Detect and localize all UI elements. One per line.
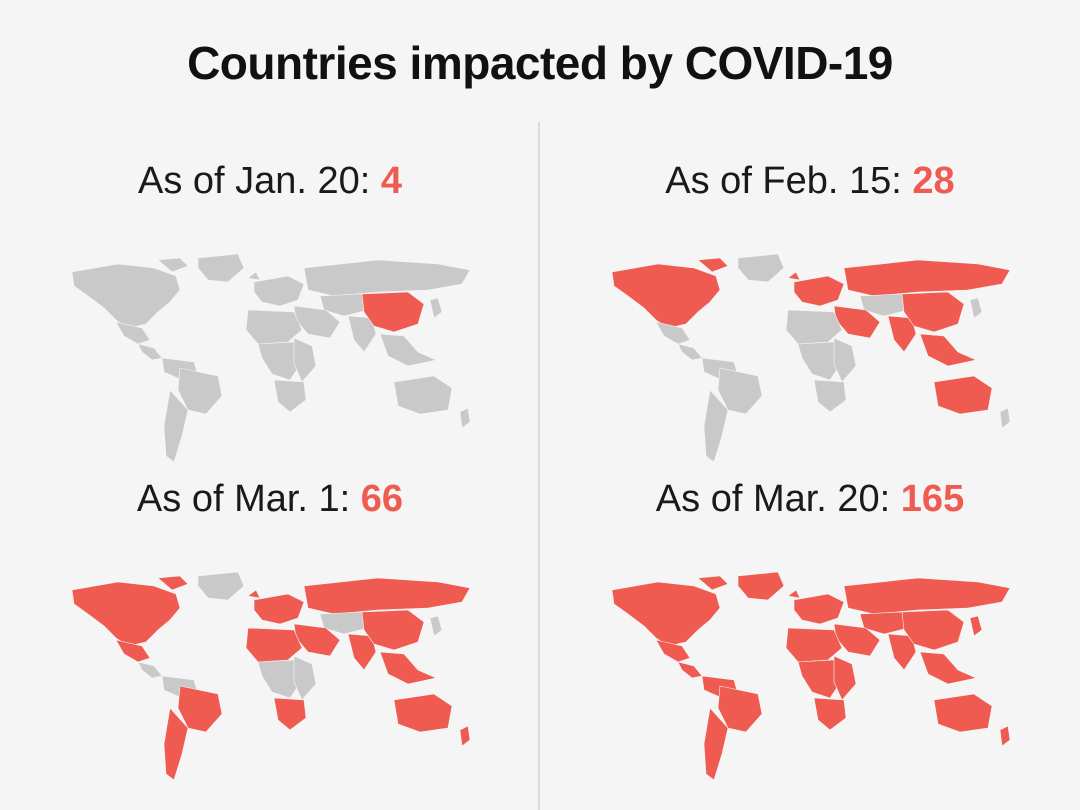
region-southeast-asia: [379, 333, 437, 367]
region-central-asia: [859, 293, 909, 317]
region-japan: [969, 297, 983, 319]
region-north-africa: [245, 627, 303, 663]
region-russia: [303, 577, 471, 615]
world-map: [58, 250, 478, 470]
region-new-zealand: [459, 407, 471, 429]
region-new-zealand: [999, 725, 1011, 747]
world-map-svg: [71, 253, 471, 463]
region-south-america-south: [703, 707, 729, 781]
region-russia: [303, 259, 471, 297]
panel-mar-1: As of Mar. 1: 66: [0, 468, 540, 798]
region-new-zealand: [459, 725, 471, 747]
region-east-africa: [833, 337, 857, 383]
world-map-svg: [71, 571, 471, 781]
region-brazil: [717, 367, 763, 415]
count-value: 4: [380, 160, 403, 202]
region-north-america: [611, 575, 729, 647]
region-east-africa: [293, 655, 317, 701]
world-map-svg: [611, 571, 1011, 781]
region-australia: [393, 375, 453, 415]
region-australia: [933, 693, 993, 733]
panel-label: As of Feb. 15: 28: [665, 160, 955, 202]
count-value: 28: [912, 160, 955, 202]
region-south-africa: [273, 379, 307, 413]
region-japan: [429, 615, 443, 637]
region-brazil: [177, 685, 223, 733]
region-australia: [393, 693, 453, 733]
region-mexico: [655, 639, 691, 663]
region-north-america: [611, 257, 729, 329]
panel-feb-15: As of Feb. 15: 28: [540, 150, 1080, 480]
region-china: [901, 609, 965, 651]
panel-jan-20: As of Jan. 20: 4: [0, 150, 540, 480]
region-southeast-asia: [379, 651, 437, 685]
region-southeast-asia: [919, 333, 977, 367]
region-south-america-south: [163, 389, 189, 463]
region-north-america: [71, 575, 189, 647]
region-greenland: [197, 253, 245, 283]
region-north-america: [71, 257, 189, 329]
region-north-africa: [785, 309, 843, 345]
region-south-africa: [273, 697, 307, 731]
region-central-asia: [319, 611, 369, 635]
region-new-zealand: [999, 407, 1011, 429]
region-western-europe: [787, 271, 845, 307]
panel-mar-20: As of Mar. 20: 165: [540, 468, 1080, 798]
region-south-africa: [813, 379, 847, 413]
region-south-america-south: [163, 707, 189, 781]
panel-label: As of Jan. 20: 4: [137, 160, 403, 202]
world-map: [58, 568, 478, 788]
world-map-svg: [611, 253, 1011, 463]
region-china: [901, 291, 965, 333]
region-central-america: [677, 343, 703, 361]
region-south-america-south: [703, 389, 729, 463]
region-russia: [843, 577, 1011, 615]
region-south-africa: [813, 697, 847, 731]
region-western-europe: [247, 271, 305, 307]
region-china: [361, 609, 425, 651]
count-value: 66: [360, 478, 404, 520]
region-central-america: [677, 661, 703, 679]
panel-label: As of Mar. 1: 66: [136, 478, 404, 520]
region-mexico: [115, 321, 151, 345]
region-australia: [933, 375, 993, 415]
region-greenland: [197, 571, 245, 601]
region-russia: [843, 259, 1011, 297]
chart-title: Countries impacted by COVID-19: [187, 37, 893, 89]
vertical-divider: [538, 122, 540, 810]
region-north-africa: [245, 309, 303, 345]
region-mexico: [655, 321, 691, 345]
region-mexico: [115, 639, 151, 663]
region-central-america: [137, 661, 163, 679]
world-map: [598, 250, 1018, 470]
region-central-america: [137, 343, 163, 361]
region-southeast-asia: [919, 651, 977, 685]
region-greenland: [737, 253, 785, 283]
region-brazil: [717, 685, 763, 733]
region-north-africa: [785, 627, 843, 663]
region-china: [361, 291, 425, 333]
region-central-asia: [859, 611, 909, 635]
region-western-europe: [787, 589, 845, 625]
region-japan: [429, 297, 443, 319]
count-value: 165: [900, 478, 965, 520]
region-brazil: [177, 367, 223, 415]
region-greenland: [737, 571, 785, 601]
region-western-europe: [247, 589, 305, 625]
region-japan: [969, 615, 983, 637]
region-central-asia: [319, 293, 369, 317]
world-map: [598, 568, 1018, 788]
region-east-africa: [833, 655, 857, 701]
panel-label: As of Mar. 20: 165: [655, 478, 965, 520]
region-east-africa: [293, 337, 317, 383]
